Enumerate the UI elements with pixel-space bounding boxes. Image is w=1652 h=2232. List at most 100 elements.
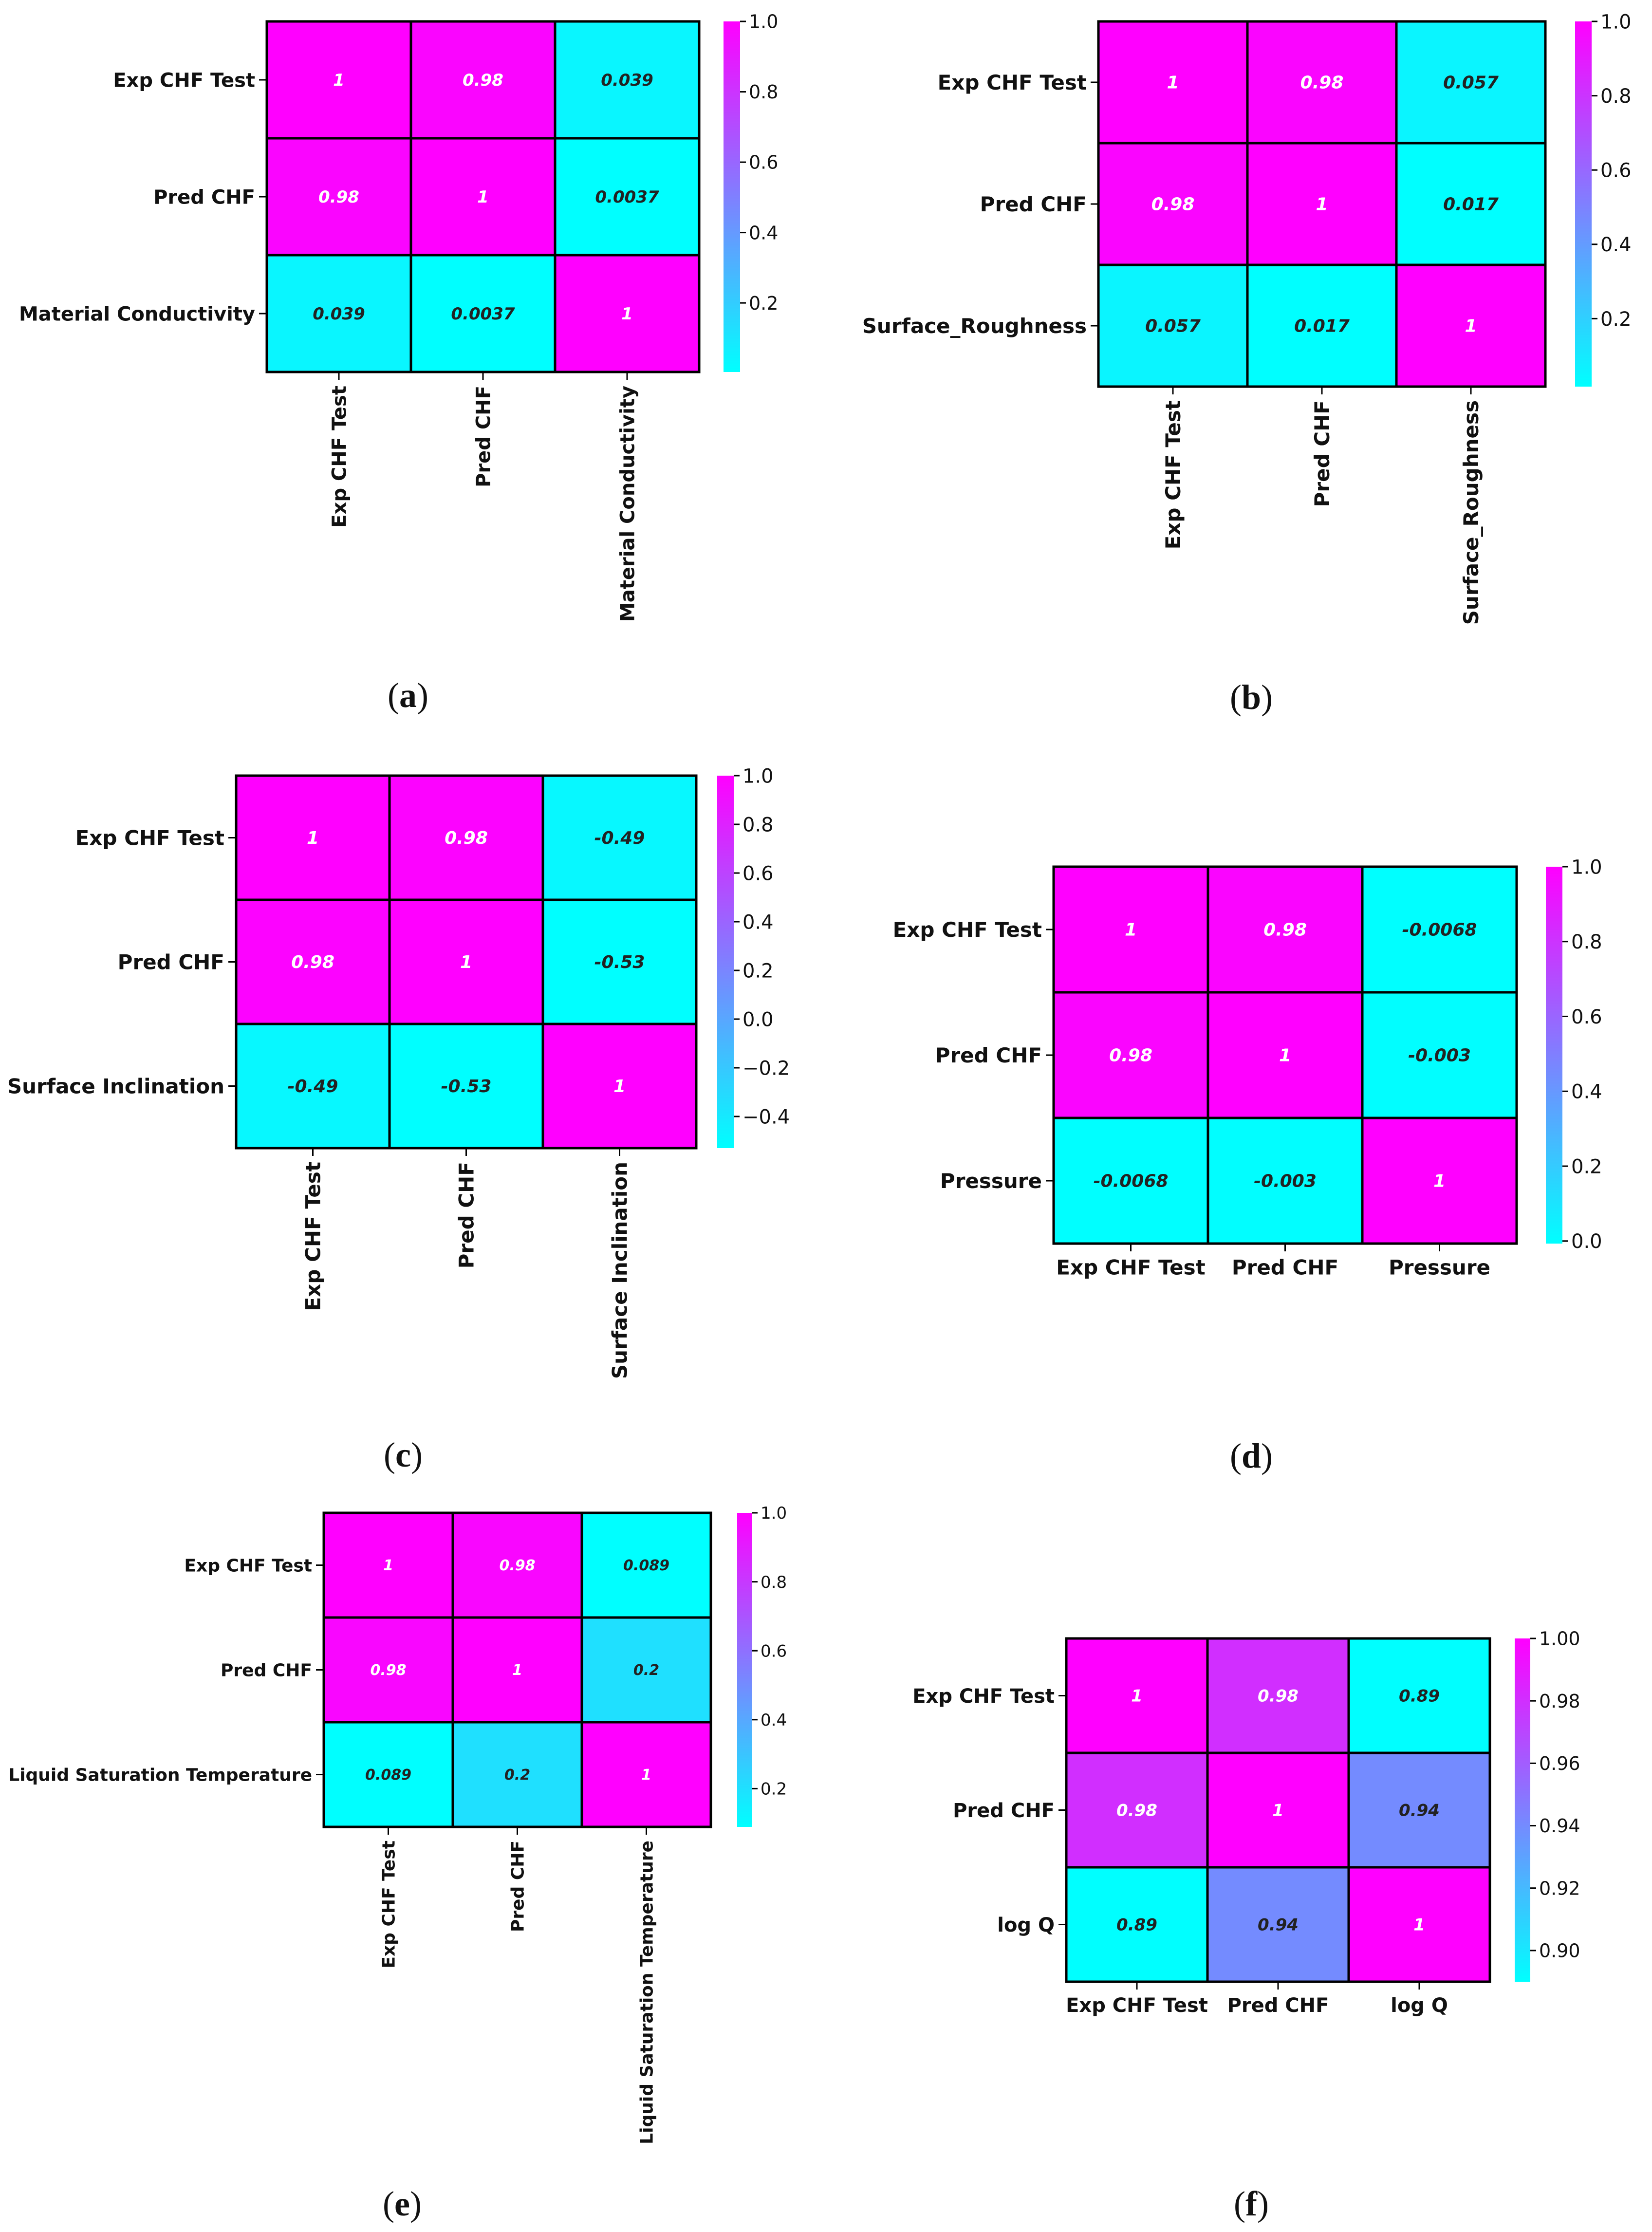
x-tick-label: Exp CHF Test bbox=[379, 1841, 399, 1969]
cell-value-label: 0.039 bbox=[313, 304, 365, 324]
heatmap-cell bbox=[388, 1023, 544, 1150]
cell-value-label: 1 bbox=[512, 1662, 522, 1679]
heatmap-cell bbox=[322, 1721, 454, 1828]
cell-value-label: -0.003 bbox=[1254, 1172, 1317, 1191]
cell-value-label: 0.2 bbox=[504, 1767, 530, 1784]
y-tick-label: Exp CHF Test bbox=[912, 1685, 1055, 1708]
heatmap-panel-f: 1 0.98 0.89 0.98 1 0.94 0.89 0.94 1 Exp CHF Test P… bbox=[912, 1628, 1580, 2223]
heatmap-cell bbox=[1097, 263, 1249, 388]
x-tick-label: Exp CHF Test bbox=[1056, 1256, 1205, 1280]
heatmap-cell bbox=[451, 1721, 583, 1828]
cell-value-label: 0.98 bbox=[499, 1557, 535, 1574]
cell-value-label: 1 bbox=[1131, 1686, 1143, 1706]
y-tick-label: Pred CHF bbox=[980, 192, 1087, 216]
colorbar-tick-label: 0.2 bbox=[1600, 308, 1632, 331]
cell-value-label: 0.98 bbox=[370, 1662, 406, 1679]
cell-value-label: -0.49 bbox=[594, 828, 645, 848]
colorbar-tick-label: 0.4 bbox=[761, 1711, 787, 1730]
colorbar-tick-label: 0.4 bbox=[1600, 234, 1632, 256]
heatmap-cell bbox=[265, 20, 412, 140]
y-tick-label: Exp CHF Test bbox=[938, 71, 1087, 94]
x-tick-label: Pred CHF bbox=[1310, 400, 1334, 507]
cell-value-label: 1 bbox=[1125, 920, 1137, 940]
heatmap-cell bbox=[409, 20, 557, 140]
x-tick-label: Material Conductivity bbox=[616, 386, 639, 622]
cell-value-label: 0.94 bbox=[1258, 1915, 1299, 1934]
x-tick-label: Surface Inclination bbox=[608, 1162, 632, 1379]
y-tick-label: Pred CHF bbox=[935, 1043, 1042, 1067]
cell-value-label: 0.2 bbox=[633, 1662, 659, 1679]
colorbar bbox=[737, 1513, 752, 1827]
heatmap-cell bbox=[235, 1023, 391, 1150]
panel-caption: (d) bbox=[1230, 1436, 1273, 1475]
cell-value-label: -0.003 bbox=[1408, 1046, 1471, 1066]
y-tick-label: Pred CHF bbox=[221, 1660, 312, 1680]
heatmap-cell bbox=[580, 1511, 712, 1619]
y-tick-label: log Q bbox=[997, 1914, 1055, 1936]
cell-value-label: 0.98 bbox=[1263, 920, 1307, 940]
heatmap-cell bbox=[1207, 865, 1364, 994]
colorbar-tick-label: 1.00 bbox=[1539, 1628, 1580, 1650]
cell-value-label: 1 bbox=[621, 304, 633, 324]
cell-value-label: 0.039 bbox=[601, 71, 653, 90]
y-tick-label: Exp CHF Test bbox=[893, 918, 1042, 942]
colorbar-tick-label: 0.92 bbox=[1539, 1878, 1580, 1899]
x-tick-label: log Q bbox=[1391, 1994, 1448, 2017]
cell-value-label: 1 bbox=[460, 952, 472, 972]
y-tick-label: Surface_Roughness bbox=[862, 314, 1087, 338]
panel-caption: (f) bbox=[1234, 2184, 1269, 2223]
colorbar-tick-label: 1.0 bbox=[761, 1504, 787, 1523]
heatmap-cell bbox=[451, 1511, 583, 1619]
cell-value-label: 0.017 bbox=[1294, 316, 1350, 336]
colorbar-tick-label: 0.4 bbox=[742, 911, 774, 933]
cell-value-label: 0.98 bbox=[291, 952, 334, 972]
cell-value-label: 0.057 bbox=[1443, 73, 1499, 93]
cell-value-label: -0.53 bbox=[594, 952, 645, 972]
colorbar-tick-label: 0.94 bbox=[1539, 1815, 1580, 1837]
cell-value-label: -0.0068 bbox=[1402, 920, 1477, 940]
colorbar-tick-label: 0.96 bbox=[1539, 1753, 1580, 1774]
colorbar-tick-label: −0.4 bbox=[742, 1106, 790, 1128]
x-tick-label: Pred CHF bbox=[455, 1162, 479, 1268]
heatmap-cell bbox=[580, 1721, 712, 1828]
cell-value-label: 0.98 bbox=[318, 187, 359, 207]
cell-value-label: 0.98 bbox=[1300, 73, 1344, 93]
cell-value-label: 1 bbox=[1167, 73, 1179, 93]
cell-value-label: 1 bbox=[1316, 195, 1328, 215]
colorbar-tick-label: 0.8 bbox=[1571, 931, 1602, 953]
cell-value-label: 1 bbox=[1433, 1172, 1446, 1191]
colorbar-tick-label: 0.8 bbox=[761, 1573, 787, 1592]
cell-value-label: 0.89 bbox=[1116, 1915, 1157, 1934]
x-tick-label: Liquid Saturation Temperature bbox=[637, 1841, 657, 2144]
colorbar-tick-label: 0.4 bbox=[749, 222, 778, 243]
heatmap-cell bbox=[1246, 263, 1398, 388]
cell-value-label: 1 bbox=[1413, 1915, 1425, 1934]
y-tick-label: Pred CHF bbox=[953, 1800, 1055, 1822]
heatmap-cell bbox=[451, 1616, 583, 1724]
colorbar-tick-label: 0.8 bbox=[1600, 85, 1632, 108]
heatmap-cell bbox=[1246, 20, 1398, 145]
colorbar-tick-label: 0.98 bbox=[1539, 1691, 1580, 1712]
cell-value-label: 0.089 bbox=[623, 1557, 669, 1574]
colorbar bbox=[1546, 867, 1562, 1244]
colorbar-tick-label: 1.0 bbox=[1571, 856, 1602, 878]
x-tick-label: Pred CHF bbox=[472, 386, 495, 487]
colorbar-tick-label: 0.6 bbox=[742, 862, 774, 885]
colorbar bbox=[1575, 21, 1592, 387]
panel-caption: (a) bbox=[388, 676, 428, 715]
panel-caption: (c) bbox=[384, 1435, 423, 1474]
y-tick-label: Pressure bbox=[940, 1169, 1042, 1193]
colorbar-tick-label: 0.6 bbox=[1600, 160, 1632, 182]
heatmap-cell bbox=[1097, 142, 1249, 266]
panel-caption: (e) bbox=[383, 2184, 422, 2223]
y-tick-label: Exp CHF Test bbox=[184, 1556, 312, 1576]
colorbar bbox=[717, 776, 734, 1148]
heatmap-cell bbox=[1097, 20, 1249, 145]
cell-value-label: 0.98 bbox=[1116, 1801, 1157, 1820]
cell-value-label: 1 bbox=[1272, 1801, 1284, 1820]
y-tick-label: Exp CHF Test bbox=[113, 69, 255, 92]
y-tick-label: Surface Inclination bbox=[7, 1075, 224, 1098]
cell-value-label: 0.089 bbox=[365, 1767, 411, 1784]
colorbar-tick-label: 0.8 bbox=[742, 814, 774, 836]
